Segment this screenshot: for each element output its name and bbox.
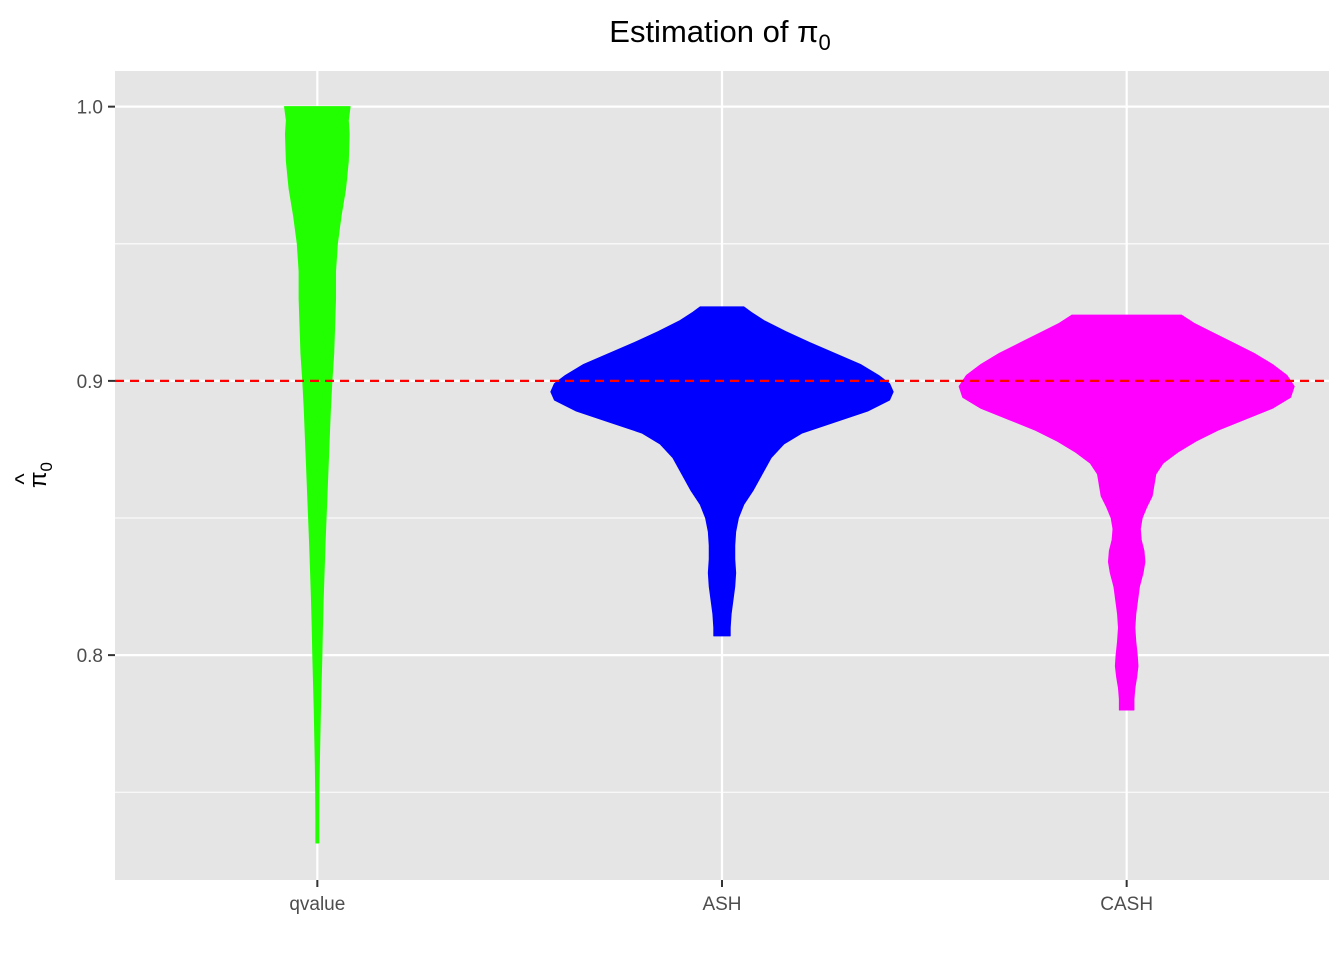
violin-ash [550,306,894,637]
y-tick-label: 0.9 [77,372,103,393]
x-tick-label: ASH [702,894,741,915]
y-tick-label: 1.0 [77,98,103,119]
x-tick-label: qvalue [289,894,345,915]
violin-layer [284,106,1295,844]
svg-text:π0: π0 [25,462,56,488]
x-tick-label: CASH [1100,894,1153,915]
y-tick-label: 0.8 [77,646,103,667]
y-axis-title-subscript: 0 [37,462,56,471]
y-axis-title-symbol: π [25,471,52,488]
violin-qvalue [284,106,351,844]
chart-title-subscript: 0 [818,30,830,55]
chart-title: Estimation of π0 [609,14,830,55]
violin-cash [958,314,1295,711]
y-axis-title-hat: ^ [11,473,38,485]
axis-layer: 0.8 0.9 1.0 qvalue ASH CASH [77,98,1153,915]
y-axis-title: π0 ^ [11,462,56,488]
